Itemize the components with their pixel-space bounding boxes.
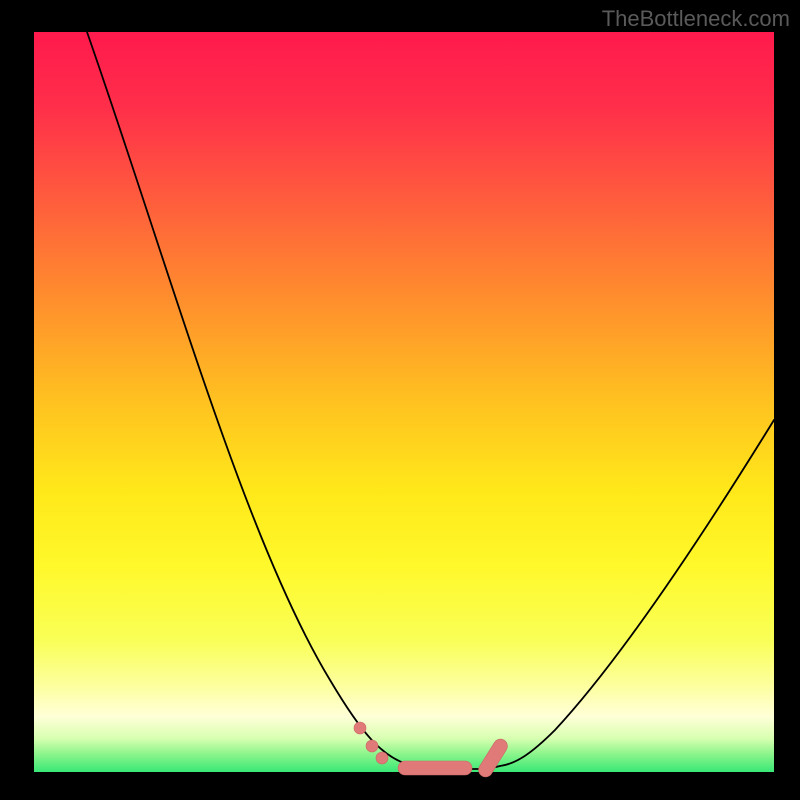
watermark-text: TheBottleneck.com <box>602 6 790 32</box>
chart-frame: TheBottleneck.com <box>0 0 800 800</box>
plot-area <box>34 32 774 772</box>
